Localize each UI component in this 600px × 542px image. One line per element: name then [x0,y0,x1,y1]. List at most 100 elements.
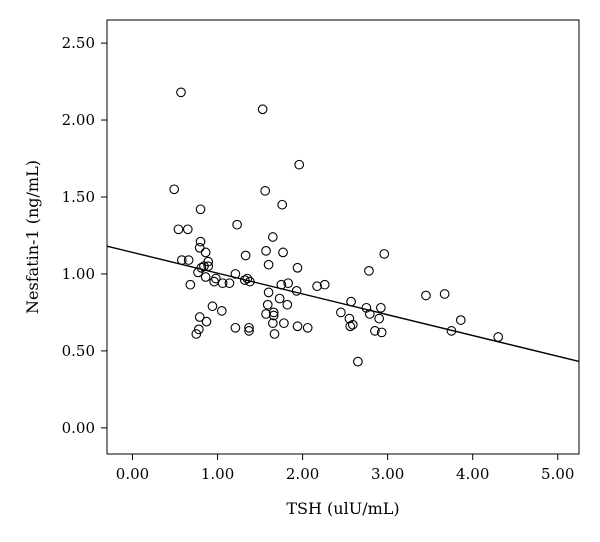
data-point [292,262,303,273]
data-point [268,310,279,321]
data-point [276,279,287,290]
data-point [364,266,374,276]
y-tick-label: 1.50 [62,188,95,206]
data-point [370,326,380,336]
x-tick-label: 5.00 [541,465,574,483]
data-point [278,247,288,258]
data-point [347,319,358,330]
data-point [185,279,196,290]
data-point [376,327,387,338]
data-point [312,281,322,292]
data-point [345,321,356,332]
plot-border [106,19,580,455]
x-axis-label: TSH (ulU/mL) [286,499,399,518]
data-point [200,247,211,258]
y-axis: 0.00 0.50 1.00 1.50 2.00 2.50 [62,34,107,437]
data-point [267,232,278,242]
data-point [194,242,205,253]
data-point [277,199,288,210]
data-point [375,302,386,313]
y-tick-label: 2.50 [62,34,95,52]
data-point [260,185,271,196]
x-tick-label: 4.00 [456,465,489,483]
data-point [282,299,293,310]
data-point [224,278,235,289]
y-tick-label: 2.00 [62,111,95,129]
data-point [379,249,390,259]
data-point [199,261,209,272]
data-point [294,159,305,170]
data-point [244,322,254,333]
data-point [263,259,274,270]
trend-line [106,245,580,363]
data-point [245,276,255,287]
data-point [421,290,431,301]
data-point [217,278,228,289]
data-point [176,87,186,98]
y-axis-label: Nesfatin-1 (ng/mL) [23,160,42,314]
data-point [268,307,279,318]
data-point [302,322,313,333]
data-point [493,332,504,342]
data-point [269,329,280,339]
data-point [319,279,330,290]
x-tick-label: 0.00 [116,465,149,483]
data-point [292,321,303,332]
plot-frame [106,19,580,455]
data-point [374,313,384,324]
data-point [267,318,278,329]
data-point [193,324,204,335]
y-tick-label: 1.00 [62,265,95,283]
data-point [279,318,289,329]
data-point [173,224,184,235]
data-point [262,299,273,310]
data-point [176,255,187,265]
data-point [207,301,218,312]
x-tick-label: 2.00 [286,465,319,483]
data-point [200,272,211,282]
data-point [216,306,227,316]
data-point [291,286,302,296]
data-point [209,276,220,287]
data-point [261,246,271,256]
data-point [169,184,180,195]
data-point [364,309,375,319]
data-point [261,309,271,319]
data-point [263,287,274,298]
y-tick-label: 0.00 [62,419,95,437]
data-point [244,326,254,336]
data-points [169,87,504,367]
data-point [183,255,194,265]
data-point [201,316,212,327]
data-point [240,250,251,261]
data-point [195,204,206,215]
data-point [455,315,466,325]
data-point [257,104,268,115]
x-axis: 0.00 1.00 2.00 3.00 4.00 5.00 [116,454,574,483]
data-point [239,275,250,285]
data-point [230,269,241,279]
data-point [274,293,285,304]
data-point [194,312,205,322]
data-point [203,261,214,272]
data-point [195,236,206,247]
data-point [446,326,457,336]
data-point [439,289,450,299]
data-point [193,267,203,278]
data-point [232,219,242,230]
data-point [242,273,253,284]
data-point [336,307,346,318]
data-point [191,329,202,339]
data-point [283,278,293,289]
x-tick-label: 3.00 [371,465,404,483]
data-point [361,302,372,313]
x-tick-label: 1.00 [201,465,234,483]
data-point [344,313,355,324]
data-point [346,296,356,307]
data-point [353,356,363,367]
data-point [230,322,241,333]
trend-line-layer [106,245,580,363]
y-tick-label: 0.50 [62,342,95,360]
data-point [182,224,193,235]
